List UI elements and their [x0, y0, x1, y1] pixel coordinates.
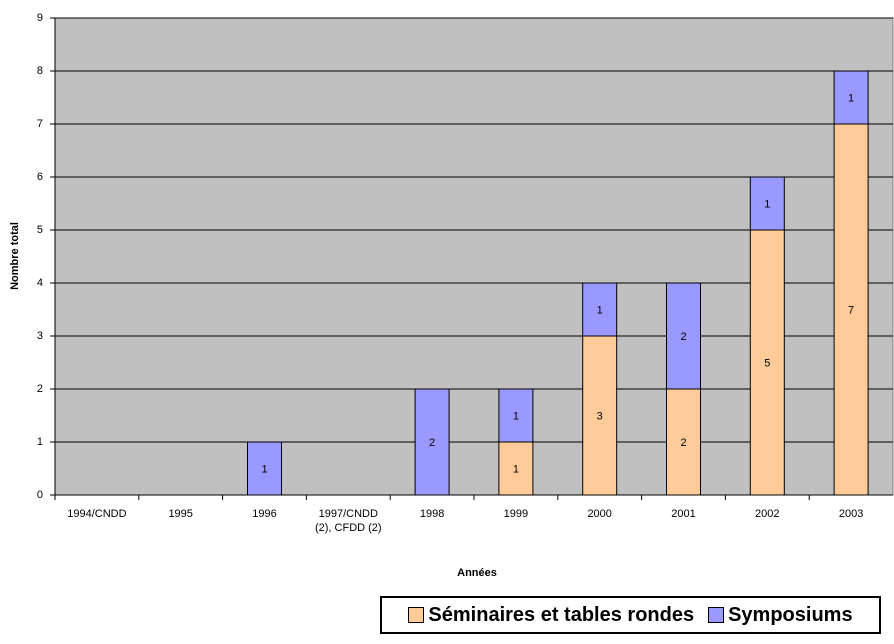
legend-label: Séminaires et tables rondes — [428, 603, 695, 626]
bar — [749, 229, 785, 496]
y-tick-label: 6 — [37, 171, 43, 183]
x-tick-label: 2000 — [587, 508, 612, 520]
bar-label: 1 — [848, 92, 854, 104]
y-tick-label: 0 — [37, 489, 43, 501]
legend-item: Séminaires et tables rondes — [408, 604, 694, 627]
bar-label: 7 — [848, 304, 854, 316]
bar-label: 1 — [764, 198, 770, 210]
legend-swatch — [708, 607, 725, 623]
x-tick-label: 2001 — [671, 508, 696, 520]
bar — [582, 335, 618, 496]
legend-label: Symposiums — [728, 603, 853, 626]
bar — [414, 388, 450, 496]
bar-label: 1 — [261, 463, 267, 475]
legend-item: Symposiums — [708, 603, 853, 627]
bar — [749, 176, 785, 231]
bar-label: 1 — [513, 410, 519, 422]
bar — [498, 388, 534, 443]
bar — [833, 70, 869, 125]
bar-label: 1 — [597, 304, 603, 316]
bar — [247, 441, 282, 496]
y-axis-label: Nombre total — [9, 222, 21, 290]
x-tick-label: 1999 — [503, 508, 529, 520]
y-tick-label: 1 — [37, 436, 43, 448]
x-tick-label: 1995 — [168, 508, 193, 520]
bar-label: 2 — [680, 331, 686, 343]
bar-label: 2 — [429, 437, 435, 449]
bar-label: 3 — [597, 410, 603, 422]
x-tick-label: 1998 — [419, 508, 445, 520]
bar-label: 5 — [764, 357, 770, 369]
y-tick-label: 7 — [37, 118, 43, 130]
x-tick-label: 1994/CNDD — [67, 508, 127, 520]
x-axis-label: Années — [457, 567, 497, 579]
y-tick-label: 2 — [37, 383, 43, 395]
x-tick-label: 1997/CNDD (2), CFDD (2) — [314, 508, 382, 534]
bar-label: 1 — [513, 463, 519, 475]
x-tick-label: 2002 — [755, 508, 780, 520]
y-tick-label: 4 — [37, 277, 43, 289]
y-tick-label: 3 — [37, 330, 43, 342]
legend: Séminaires et tables rondes Symposiums — [380, 596, 881, 634]
x-tick-label: 2003 — [838, 508, 864, 520]
y-tick-label: 5 — [37, 224, 43, 236]
bar — [666, 282, 701, 390]
y-tick-label: 9 — [37, 12, 43, 24]
y-tick-label: 8 — [37, 65, 43, 77]
bar-label: 2 — [680, 437, 686, 449]
x-tick-label: 1996 — [252, 508, 277, 520]
legend-swatch — [408, 607, 425, 623]
bar — [582, 282, 618, 337]
